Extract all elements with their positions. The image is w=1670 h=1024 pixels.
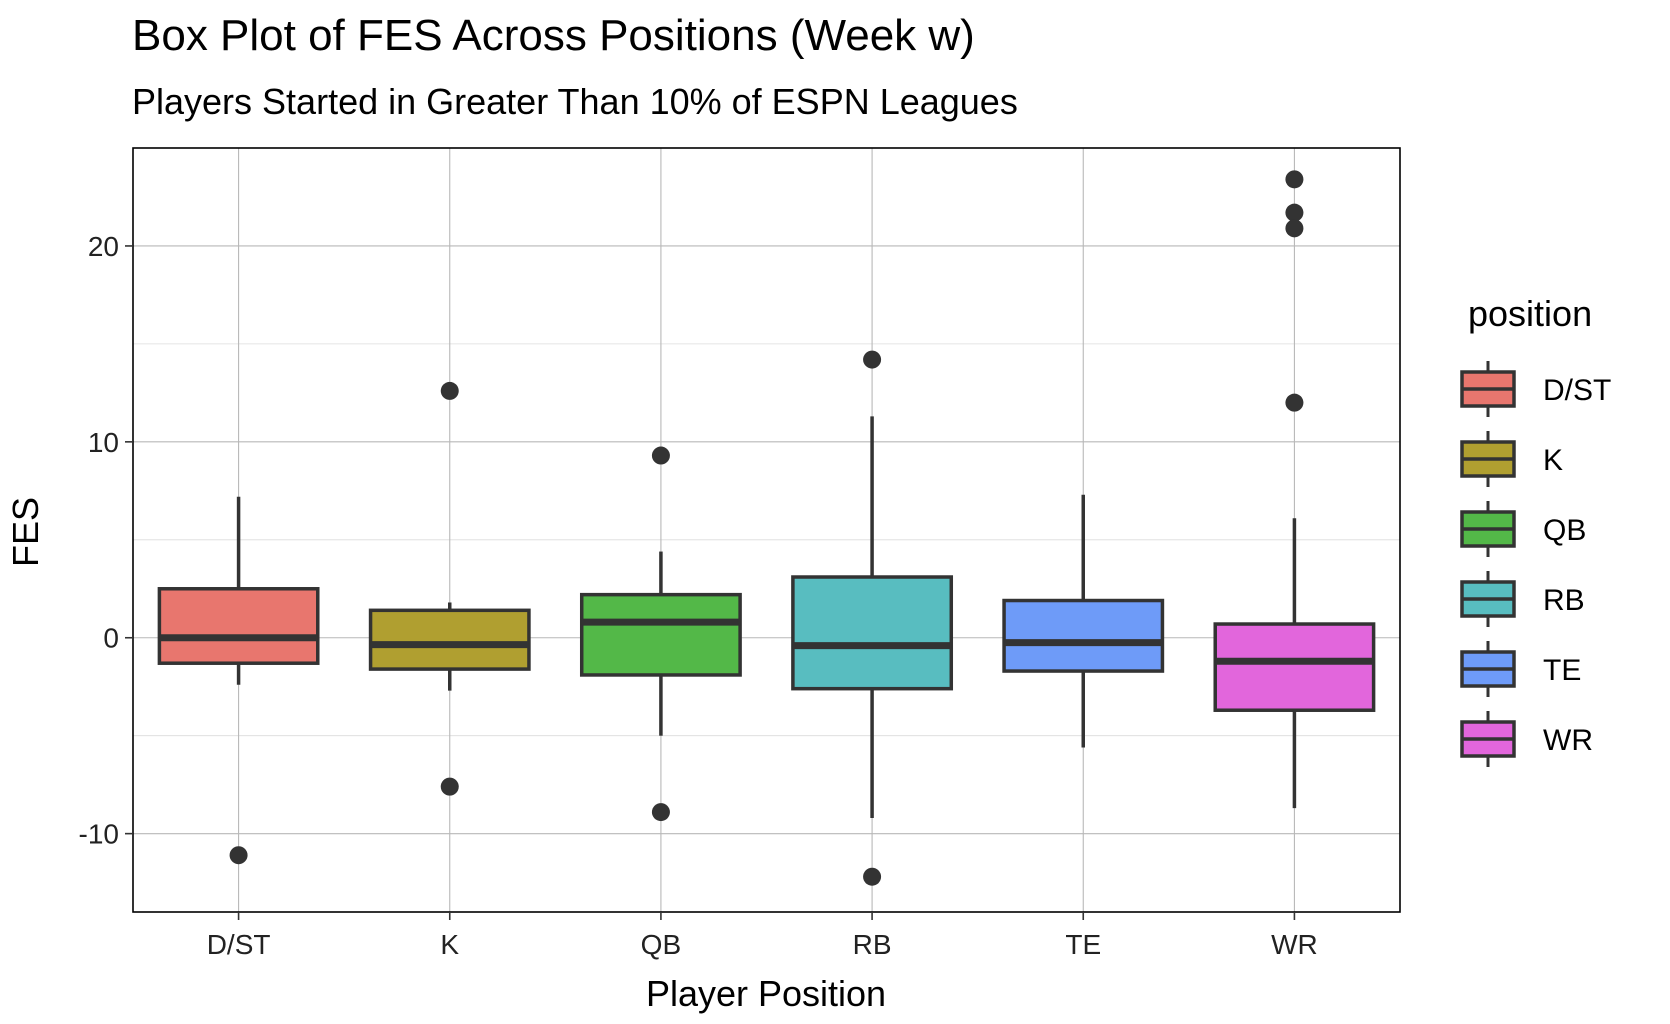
legend-label: K bbox=[1543, 444, 1563, 477]
outlier-point bbox=[440, 381, 459, 400]
box-iqr bbox=[579, 592, 742, 677]
box-group-rb bbox=[791, 350, 954, 886]
axes-layer: -10 0 10 20 D/ST K QB RB TE WR bbox=[79, 231, 1318, 960]
x-axis-title: Player Position bbox=[646, 973, 886, 1014]
x-tick-label: QB bbox=[641, 929, 681, 960]
outlier-point bbox=[863, 350, 882, 369]
y-tick-label: -10 bbox=[79, 819, 119, 850]
outlier-point bbox=[229, 846, 248, 865]
outlier-point bbox=[1285, 219, 1304, 238]
chart-subtitle: Players Started in Greater Than 10% of E… bbox=[132, 81, 1018, 122]
legend-item-k: K bbox=[1460, 431, 1563, 487]
y-tick-label: 20 bbox=[88, 231, 119, 262]
plot-panel-border bbox=[132, 147, 1401, 913]
box-group-k bbox=[368, 381, 531, 796]
outlier-point bbox=[440, 777, 459, 796]
box-group-wr bbox=[1213, 170, 1376, 809]
legend-item-qb: QB bbox=[1460, 501, 1586, 557]
legend-label: D/ST bbox=[1543, 374, 1611, 407]
x-tick-label: TE bbox=[1065, 929, 1101, 960]
outlier-point bbox=[651, 446, 670, 465]
box-iqr bbox=[791, 575, 954, 691]
legend: position D/ST K QB RB TE WR bbox=[1460, 293, 1611, 767]
legend-label: QB bbox=[1543, 514, 1586, 547]
box-group-qb bbox=[579, 446, 742, 822]
legend-label: WR bbox=[1543, 724, 1593, 757]
legend-item-wr: WR bbox=[1460, 711, 1593, 767]
y-axis-title: FES bbox=[5, 497, 46, 567]
legend-item-d-st: D/ST bbox=[1460, 361, 1611, 417]
box-iqr bbox=[1213, 622, 1376, 712]
x-tick-label: D/ST bbox=[207, 929, 271, 960]
box-group-te bbox=[1002, 494, 1165, 748]
legend-label: TE bbox=[1543, 654, 1581, 687]
legend-label: RB bbox=[1543, 584, 1585, 617]
box-group-d-st bbox=[157, 496, 320, 865]
x-tick-label: K bbox=[440, 929, 459, 960]
outlier-point bbox=[863, 867, 882, 886]
legend-title: position bbox=[1468, 293, 1592, 334]
outlier-point bbox=[1285, 393, 1304, 412]
legend-item-rb: RB bbox=[1460, 571, 1585, 627]
x-tick-label: RB bbox=[853, 929, 892, 960]
outlier-point bbox=[651, 803, 670, 822]
box-iqr bbox=[157, 587, 320, 665]
box-iqr bbox=[1002, 598, 1165, 673]
box-iqr bbox=[368, 608, 531, 671]
legend-item-te: TE bbox=[1460, 641, 1581, 697]
y-tick-label: 10 bbox=[88, 427, 119, 458]
outlier-point bbox=[1285, 170, 1304, 189]
boxes-layer bbox=[157, 170, 1376, 886]
x-tick-label: WR bbox=[1271, 929, 1318, 960]
outlier-point bbox=[1285, 203, 1304, 222]
chart-title: Box Plot of FES Across Positions (Week w… bbox=[132, 11, 975, 60]
y-tick-label: 0 bbox=[103, 623, 119, 654]
